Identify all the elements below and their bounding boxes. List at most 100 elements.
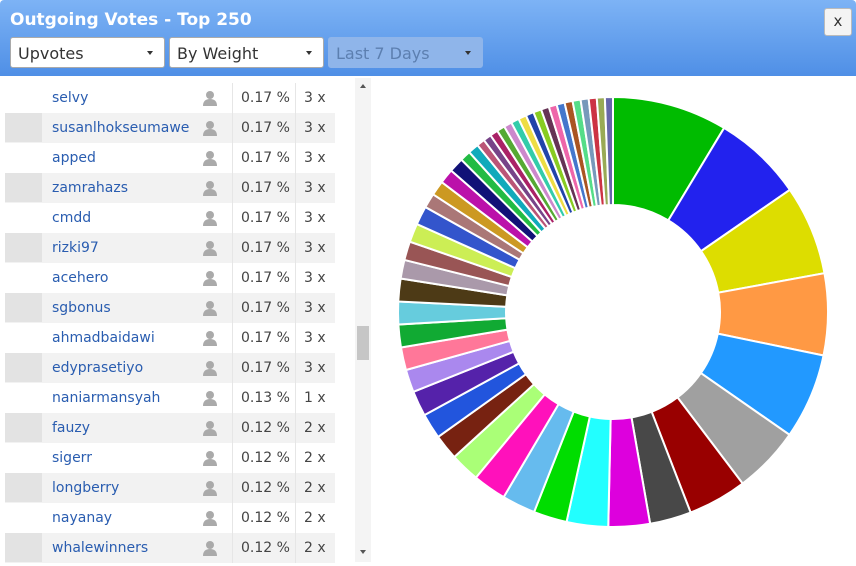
- user-name[interactable]: ahmadbaidawi: [52, 330, 155, 346]
- user-name[interactable]: nayanay: [52, 510, 113, 526]
- icon-body: [203, 369, 217, 376]
- separator: [232, 413, 233, 443]
- icon-head: [206, 241, 214, 249]
- icon-body: [203, 159, 217, 166]
- user-icon: [203, 511, 217, 526]
- user-icon: [203, 451, 217, 466]
- table-row: nayanay 0.12 % 2 x: [5, 503, 335, 533]
- row-cell: [5, 83, 42, 112]
- separator: [232, 173, 233, 203]
- vote-share: 0.13 %: [241, 390, 290, 406]
- user-name[interactable]: longberry: [52, 480, 120, 496]
- icon-head: [206, 391, 214, 399]
- icon-head: [206, 451, 214, 459]
- icon-head: [206, 91, 214, 99]
- separator: [295, 323, 296, 353]
- icon-body: [203, 249, 217, 256]
- vote-count: 3 x: [304, 300, 326, 316]
- vote-share: 0.17 %: [241, 180, 290, 196]
- table-row: sigerr 0.12 % 2 x: [5, 443, 335, 473]
- table-row: selvy 0.17 % 3 x: [5, 83, 335, 113]
- separator: [295, 533, 296, 563]
- icon-body: [203, 399, 217, 406]
- separator: [232, 443, 233, 473]
- icon-body: [203, 429, 217, 436]
- icon-body: [203, 489, 217, 496]
- separator: [232, 203, 233, 233]
- separator: [232, 503, 233, 533]
- row-cell: [5, 413, 42, 442]
- separator: [295, 383, 296, 413]
- table-row: rizki97 0.17 % 3 x: [5, 233, 335, 263]
- user-name[interactable]: selvy: [52, 90, 89, 106]
- table-row: apped 0.17 % 3 x: [5, 143, 335, 173]
- icon-body: [203, 99, 217, 106]
- dialog-title: Outgoing Votes - Top 250: [10, 10, 252, 30]
- vote-count: 3 x: [304, 210, 326, 226]
- icon-head: [206, 331, 214, 339]
- vote-count: 3 x: [304, 90, 326, 106]
- user-name[interactable]: naniarmansyah: [52, 390, 161, 406]
- separator: [295, 143, 296, 173]
- vote-count: 3 x: [304, 270, 326, 286]
- vote-count: 2 x: [304, 480, 326, 496]
- scroll-arrows: [360, 84, 366, 554]
- icon-head: [206, 361, 214, 369]
- user-name[interactable]: fauzy: [52, 420, 91, 436]
- table-row: cmdd 0.17 % 3 x: [5, 203, 335, 233]
- icon-head: [206, 121, 214, 129]
- user-icon: [203, 151, 217, 166]
- period-select: Last 7 Days: [328, 37, 483, 68]
- icon-head: [206, 421, 214, 429]
- icon-head: [206, 481, 214, 489]
- user-icon: [203, 481, 217, 496]
- vote-share: 0.17 %: [241, 300, 290, 316]
- user-name[interactable]: sigerr: [52, 450, 92, 466]
- separator: [232, 473, 233, 503]
- separator: [295, 83, 296, 113]
- user-name[interactable]: rizki97: [52, 240, 99, 256]
- separator: [295, 173, 296, 203]
- row-cell: [5, 173, 42, 202]
- header: Outgoing Votes - Top 250 x Upvotes By We…: [0, 0, 856, 76]
- row-cell: [5, 473, 42, 502]
- vote-count: 2 x: [304, 420, 326, 436]
- icon-body: [203, 129, 217, 136]
- sort-select[interactable]: By Weight: [169, 37, 324, 68]
- close-button[interactable]: x: [824, 8, 852, 36]
- row-cell: [5, 293, 42, 322]
- row-cell: [5, 203, 42, 232]
- user-name[interactable]: zamrahazs: [52, 180, 128, 196]
- separator: [232, 263, 233, 293]
- separator: [295, 203, 296, 233]
- table-row: ahmadbaidawi 0.17 % 3 x: [5, 323, 335, 353]
- scrollbar[interactable]: [355, 78, 371, 562]
- separator: [295, 113, 296, 143]
- user-name[interactable]: apped: [52, 150, 96, 166]
- row-cell: [5, 323, 42, 352]
- icon-head: [206, 151, 214, 159]
- scroll-thumb[interactable]: [357, 326, 369, 360]
- row-cell: [5, 383, 42, 412]
- user-name[interactable]: acehero: [52, 270, 109, 286]
- separator: [232, 323, 233, 353]
- table-row: longberry 0.12 % 2 x: [5, 473, 335, 503]
- user-name[interactable]: susanlhokseumawe: [52, 120, 190, 136]
- vote-type-select[interactable]: Upvotes: [10, 37, 165, 68]
- separator: [295, 413, 296, 443]
- icon-body: [203, 519, 217, 526]
- separator: [232, 383, 233, 413]
- user-name[interactable]: whalewinners: [52, 540, 149, 556]
- user-name[interactable]: sgbonus: [52, 300, 111, 316]
- table-row: zamrahazs 0.17 % 3 x: [5, 173, 335, 203]
- icon-body: [203, 309, 217, 316]
- vote-share: 0.12 %: [241, 450, 290, 466]
- icon-head: [206, 181, 214, 189]
- row-cell: [5, 233, 42, 262]
- separator: [232, 533, 233, 563]
- user-name[interactable]: cmdd: [52, 210, 92, 226]
- separator: [232, 113, 233, 143]
- vote-count: 3 x: [304, 240, 326, 256]
- user-name[interactable]: edyprasetiyo: [52, 360, 144, 376]
